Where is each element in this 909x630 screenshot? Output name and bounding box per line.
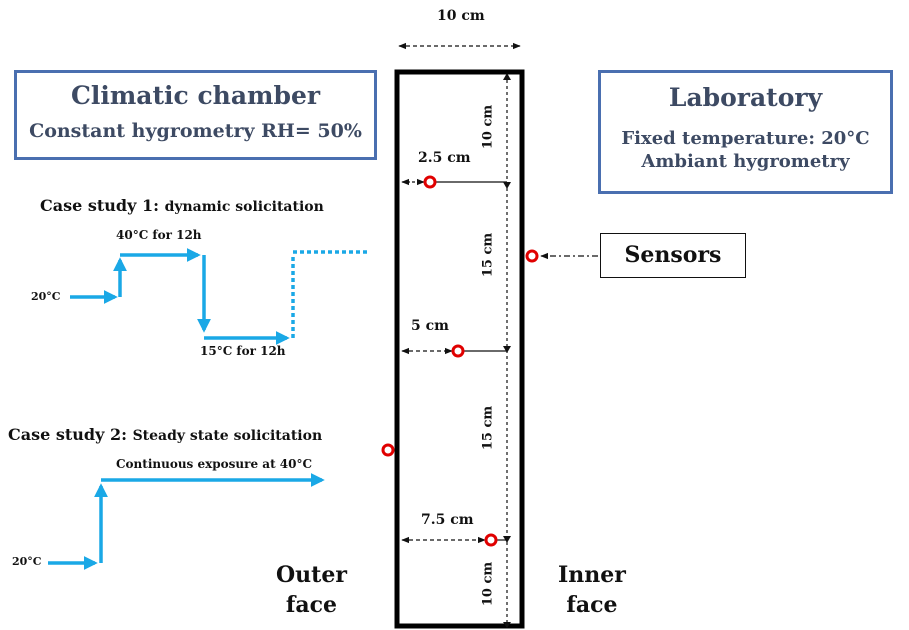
depth3-label: 7.5 cm <box>421 512 474 528</box>
wall-outline <box>394 69 525 629</box>
laboratory-box: Laboratory Fixed temperature: 20°C Ambia… <box>598 70 893 194</box>
laboratory-line1: Fixed temperature: 20°C <box>621 128 870 149</box>
case1-title-rest: dynamic solicitation <box>164 199 324 215</box>
sensor-2 <box>451 344 465 358</box>
depth1-label: 2.5 cm <box>418 150 471 166</box>
case1-start-temp: 20°C <box>31 290 61 303</box>
case1-low-label: 15°C for 12h <box>200 344 286 358</box>
case2-curve <box>48 473 325 570</box>
segment4-label: 10 cm <box>480 561 496 607</box>
climatic-chamber-box: Climatic chamber Constant hygrometry RH=… <box>14 70 377 160</box>
case1-curve <box>70 248 370 345</box>
case1-high-label: 40°C for 12h <box>116 228 202 242</box>
sensor-inner-surface <box>525 249 539 263</box>
case2-title-bold: Case study 2: <box>8 425 127 444</box>
case1-title: Case study 1: dynamic solicitation <box>40 196 324 215</box>
depth2-label: 5 cm <box>411 318 449 334</box>
segment1-label: 10 cm <box>480 104 496 150</box>
sensor-3 <box>484 533 498 547</box>
sensors-label-box: Sensors <box>600 233 746 278</box>
laboratory-title: Laboratory <box>668 83 823 112</box>
case2-exposure-label: Continuous exposure at 40°C <box>116 457 313 471</box>
sensor-1 <box>423 175 437 189</box>
case1-title-bold: Case study 1: <box>40 196 159 215</box>
segment3-label: 15 cm <box>480 405 496 451</box>
climatic-chamber-subtitle: Constant hygrometry RH= 50% <box>29 120 362 142</box>
case2-title: Case study 2: Steady state solicitation <box>8 425 322 444</box>
inner-face-label: Inner face <box>558 562 626 618</box>
sensor-outer-surface <box>381 443 395 457</box>
segment2-label: 15 cm <box>480 232 496 278</box>
case2-start-temp: 20°C <box>12 555 42 568</box>
laboratory-line2: Ambiant hygrometry <box>641 151 850 172</box>
climatic-chamber-title: Climatic chamber <box>70 81 321 110</box>
height-dimension-ticks <box>503 73 511 628</box>
wall-width-label: 10 cm <box>437 8 485 24</box>
sensors-label: Sensors <box>624 242 722 268</box>
outer-face-label: Outer face <box>276 562 347 618</box>
case2-title-rest: Steady state solicitation <box>132 428 323 444</box>
